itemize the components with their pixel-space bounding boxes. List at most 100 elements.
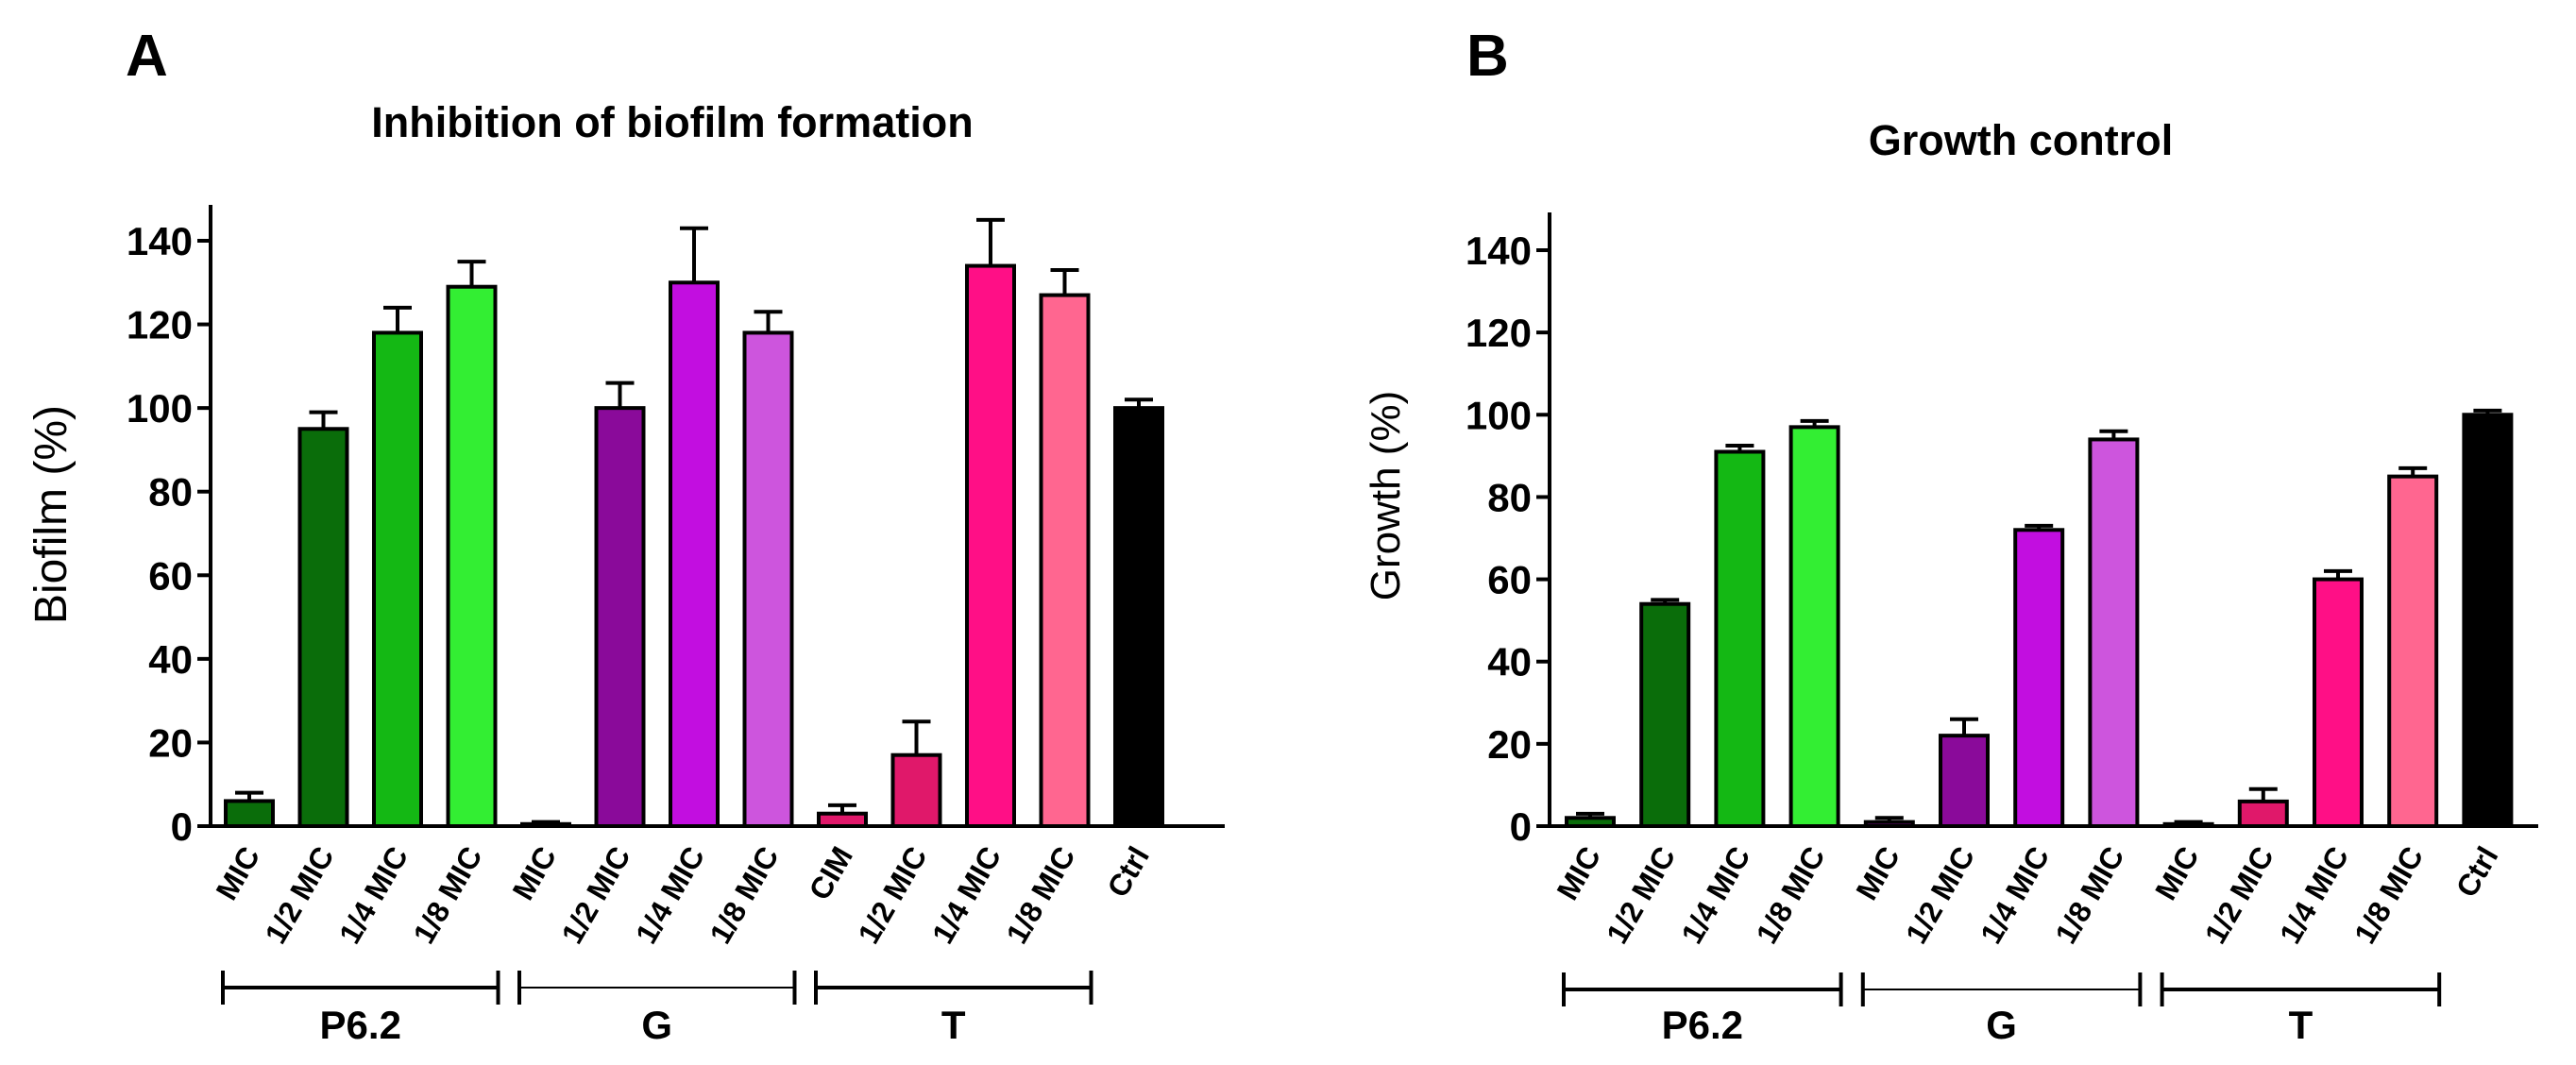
panel-a-bar xyxy=(817,811,868,829)
panel-b-group-label: G xyxy=(1986,1003,2017,1047)
panel-b-error-bar xyxy=(1651,598,1680,604)
panel-b-bar xyxy=(2387,474,2439,828)
panel-a: A Inhibition of biofilm formation Biofil… xyxy=(26,24,1225,1047)
panel-b-error-bar xyxy=(1800,418,1829,428)
panel-a-bar xyxy=(372,330,423,828)
panel-b-bar xyxy=(1565,816,1616,828)
panel-b-x-tick-label: 1/4 MIC xyxy=(1974,841,2056,950)
panel-a-x-tick-label: MIC xyxy=(506,841,564,906)
panel-a-x-tick-label: 1/2 MIC xyxy=(554,841,636,950)
panel-b-x-tick-label: 1/4 MIC xyxy=(1674,841,1756,950)
panel-b-y-ticks: 0 20 40 60 80 100 120 140 xyxy=(1466,228,1550,849)
panel-a-error-bar xyxy=(457,260,486,287)
panel-a-error-bar xyxy=(383,305,412,333)
panel-a-bar xyxy=(594,406,646,828)
panel-b-x-tick-label: MIC xyxy=(1849,841,1907,906)
panel-a-group-label: T xyxy=(941,1003,966,1047)
panel-b-error-bar xyxy=(2398,465,2428,477)
panel-a-y-tick-label: 80 xyxy=(148,470,193,515)
panel-b-group-bracket: G xyxy=(1860,972,2143,1047)
panel-b-bar xyxy=(1863,820,1915,829)
panel-b-error-bar xyxy=(2174,820,2203,824)
panel-b-x-tick-label: 1/4 MIC xyxy=(2273,841,2355,950)
panel-a-x-tick-label: 1/4 MIC xyxy=(925,841,1008,950)
panel-b-error-bar xyxy=(2099,429,2128,440)
panel-b-x-tick-label: 1/8 MIC xyxy=(2347,841,2430,950)
panel-a-error-bar xyxy=(1050,268,1079,296)
panel-b-bar xyxy=(2313,577,2364,828)
panel-b-group-label: P6.2 xyxy=(1662,1003,1743,1047)
panel-a-bar xyxy=(890,752,942,829)
panel-b-y-tick-label: 20 xyxy=(1487,722,1532,767)
panel-b-error-bar xyxy=(2473,408,2502,415)
panel-b-error-bars xyxy=(1576,408,2502,824)
panel-b-x-tick-label: 1/2 MIC xyxy=(1600,841,1682,950)
panel-b-x-tick-label: Ctrl xyxy=(2449,841,2505,904)
panel-a-y-tick-label: 40 xyxy=(148,637,193,682)
panel-a-error-bar xyxy=(309,410,338,430)
panel-b-x-tick-label: 1/2 MIC xyxy=(2198,841,2280,950)
panel-a-group-bracket: G xyxy=(517,971,797,1047)
panel-b-bar xyxy=(1939,734,1990,829)
panel-a-y-tick-label: 60 xyxy=(148,553,193,598)
panel-a-bar xyxy=(1039,293,1091,829)
panel-a-error-bar xyxy=(605,380,635,409)
panel-b-y-tick-label: 120 xyxy=(1466,311,1532,355)
panel-b-bar xyxy=(1788,425,1840,828)
panel-b-title: Growth control xyxy=(1869,116,2173,164)
panel-a-y-tick-label: 120 xyxy=(127,303,193,347)
panel-b-error-bar xyxy=(1576,811,1604,819)
panel-a-group-bracket: T xyxy=(814,971,1093,1047)
panel-a-bar xyxy=(965,263,1016,829)
panel-a-x-tick-label: 1/8 MIC xyxy=(703,841,785,950)
panel-b-bar xyxy=(1714,449,1766,828)
panel-b-y-tick-label: 60 xyxy=(1487,558,1532,602)
panel-b-bar xyxy=(2162,821,2214,828)
panel-b-error-bar xyxy=(1950,717,1978,736)
panel-b-error-bar xyxy=(2025,523,2054,531)
panel-a-x-tick-label: 1/4 MIC xyxy=(332,841,415,950)
panel-a-group-bracket: P6.2 xyxy=(221,971,500,1047)
panel-a-x-tick-label: MIC xyxy=(210,841,267,906)
panel-b-error-bar xyxy=(1725,443,1754,452)
panel-b-bar xyxy=(2088,437,2140,828)
panel-a-bars xyxy=(224,263,1164,829)
panel-a-error-bar xyxy=(902,719,931,755)
panel-a-y-axis-label: Biofilm (%) xyxy=(26,405,76,624)
panel-a-bar xyxy=(446,284,498,828)
panel-a-y-tick-label: 100 xyxy=(127,386,193,431)
panel-a-error-bar xyxy=(976,217,1005,266)
panel-b-bar xyxy=(2462,413,2514,828)
panel-a-x-tick-label: 1/4 MIC xyxy=(629,841,711,950)
panel-a-bar xyxy=(1113,406,1164,828)
panel-b-y-tick-label: 0 xyxy=(1510,804,1532,849)
panel-b-bar xyxy=(2237,799,2289,828)
panel-b-y-tick-label: 40 xyxy=(1487,640,1532,685)
panel-a-bar xyxy=(297,427,349,828)
panel-a-x-tick-label: Ctrl xyxy=(1100,841,1156,904)
panel-a-x-tick-label: 1/8 MIC xyxy=(406,841,488,950)
panel-a-error-bar xyxy=(680,226,708,283)
panel-a-x-tick-label: CIM xyxy=(803,841,860,906)
panel-a-y-tick-label: 140 xyxy=(127,219,193,263)
panel-b-group-bracket: P6.2 xyxy=(1562,972,1843,1047)
panel-b-y-tick-label: 140 xyxy=(1466,228,1532,273)
panel-b-group-brackets: P6.2 G T xyxy=(1562,972,2442,1047)
panel-a-group-label: G xyxy=(641,1003,672,1047)
panel-b-x-tick-label: 1/8 MIC xyxy=(2048,841,2130,950)
panel-b-y-tick-label: 100 xyxy=(1466,393,1532,437)
panel-a-error-bar xyxy=(754,310,783,333)
panel-a-error-bar xyxy=(828,803,856,814)
panel-a-letter: A xyxy=(126,24,168,89)
panel-a-bar xyxy=(669,280,720,828)
panel-a-group-label: P6.2 xyxy=(320,1003,401,1047)
panel-b-bar xyxy=(1639,601,1691,829)
panel-b-error-bar xyxy=(1874,816,1904,822)
panel-b-x-tick-label: MIC xyxy=(1551,841,1608,906)
panel-b-x-tick-label: MIC xyxy=(2148,841,2206,906)
panel-a-title: Inhibition of biofilm formation xyxy=(371,98,973,146)
panel-b-error-bar xyxy=(2324,568,2352,580)
panel-a-error-bars xyxy=(235,217,1153,824)
